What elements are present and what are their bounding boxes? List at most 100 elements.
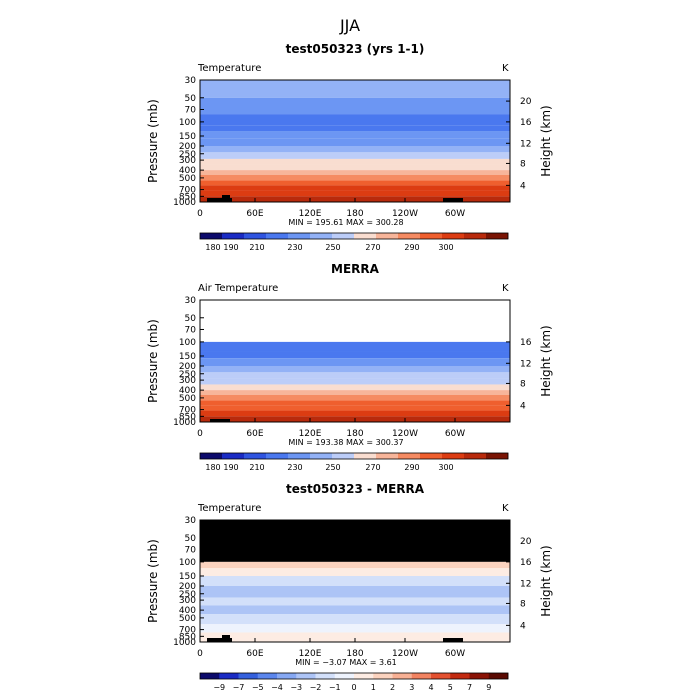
y-tick-label: 200 (179, 142, 196, 152)
colorbar-swatch (310, 233, 333, 239)
right-tick-label: 4 (520, 401, 526, 411)
x-tick-label: 60E (246, 649, 263, 659)
right-tick-label: 8 (520, 379, 526, 389)
colorbar-swatch (310, 453, 333, 459)
right-tick-label: 12 (520, 359, 531, 369)
y-tick-label: 50 (185, 94, 197, 104)
units-label: K (502, 283, 509, 294)
right-tick-label: 12 (520, 579, 531, 589)
variable-label: Air Temperature (198, 283, 278, 294)
colorbar-label: 190 (223, 243, 238, 252)
colorbar-swatch (288, 453, 311, 459)
y-tick-label: 150 (179, 132, 196, 142)
x-tick-label: 60W (445, 649, 465, 659)
y-tick-label: 500 (179, 614, 196, 624)
contour-band (200, 372, 510, 379)
right-axis-title: Height (km) (539, 105, 553, 176)
colorbar-swatch (354, 453, 377, 459)
colorbar-swatch (244, 233, 267, 239)
y-tick-label: 50 (185, 314, 197, 324)
y-tick-label: 850 (179, 412, 196, 422)
colorbar-swatch (257, 673, 278, 679)
y-tick-label: 250 (179, 590, 196, 600)
variable-label: Temperature (197, 503, 261, 514)
colorbar-label: −2 (310, 683, 322, 692)
contour-band (200, 138, 510, 147)
colorbar-frame (199, 452, 509, 460)
y-tick-label: 700 (179, 406, 196, 416)
colorbar-swatch (200, 673, 220, 679)
terrain-africa (207, 638, 232, 642)
right-tick-label: 8 (520, 159, 526, 169)
colorbar-label: 4 (428, 683, 433, 692)
y-tick-label: 500 (179, 174, 196, 184)
colorbar-label: 3 (409, 683, 414, 692)
colorbar-swatch (420, 233, 443, 239)
min-max-stats: MIN = 193.38 MAX = 300.37 (288, 438, 403, 447)
colorbar-frame (199, 232, 509, 240)
y-tick-label: 50 (185, 534, 197, 544)
contour-band (200, 97, 510, 115)
colorbar-swatch (244, 453, 267, 459)
colorbar-label: −9 (213, 683, 225, 692)
colorbar-label: 270 (365, 243, 380, 252)
y-axis-title: Pressure (mb) (146, 539, 160, 623)
y-tick-label: 250 (179, 150, 196, 160)
colorbar-label: 2 (390, 683, 395, 692)
x-tick-label: 60W (445, 429, 465, 439)
colorbar-swatch (266, 453, 289, 459)
y-tick-label: 100 (179, 558, 196, 568)
y-tick-label: 150 (179, 572, 196, 582)
colorbar-label: −1 (329, 683, 341, 692)
contour-band (200, 384, 510, 391)
y-tick-label: 400 (179, 166, 196, 176)
colorbar-swatch (464, 453, 487, 459)
colorbar-swatch (373, 673, 393, 679)
colorbar-swatch (392, 673, 413, 679)
y-tick-label: 300 (179, 376, 196, 386)
right-tick-label: 4 (520, 181, 526, 191)
colorbar-label: 180 (205, 243, 220, 252)
colorbar-swatch (398, 453, 421, 459)
panels: test050323 (yrs 1-1)Temperature K30507010… (146, 42, 553, 692)
contour-band (200, 114, 510, 126)
contour-band (200, 405, 510, 411)
colorbar-label: −3 (290, 683, 302, 692)
right-tick-label: 12 (520, 139, 531, 149)
colorbar-swatch (354, 673, 374, 679)
x-tick-label: 120W (392, 209, 418, 219)
y-tick-label: 250 (179, 370, 196, 380)
x-tick-label: 180 (346, 209, 363, 219)
x-tick-label: 120W (392, 649, 418, 659)
y-tick-label: 700 (179, 186, 196, 196)
x-tick-label: 120E (299, 209, 322, 219)
x-tick-label: 120W (392, 429, 418, 439)
variable-label: Temperature (197, 63, 261, 74)
colorbar-label: 250 (325, 243, 340, 252)
colorbar-label: 290 (404, 463, 419, 472)
colorbar-label: 270 (365, 463, 380, 472)
contour-band (200, 597, 510, 606)
y-axis-title: Pressure (mb) (146, 319, 160, 403)
contour-band (200, 358, 510, 367)
contour-band (200, 125, 510, 132)
colorbar-swatch (411, 673, 432, 679)
y-tick-label: 1000 (173, 638, 196, 648)
right-tick-label: 4 (520, 621, 526, 631)
colorbar-swatch (398, 233, 421, 239)
panel-title: MERRA (331, 262, 380, 276)
colorbar-swatch (376, 453, 399, 459)
units-label: K (502, 63, 509, 74)
y-tick-label: 1000 (173, 418, 196, 428)
terrain-africa (207, 198, 232, 202)
colorbar-label: 1 (371, 683, 376, 692)
colorbar-label: 230 (287, 463, 302, 472)
colorbar-swatch (334, 673, 355, 679)
colorbar-label: 210 (249, 243, 264, 252)
colorbar-swatch (464, 233, 487, 239)
y-tick-label: 70 (185, 545, 197, 555)
y-tick-label: 200 (179, 362, 196, 372)
y-tick-label: 30 (185, 516, 197, 526)
panel-title: test050323 (yrs 1-1) (286, 42, 425, 56)
